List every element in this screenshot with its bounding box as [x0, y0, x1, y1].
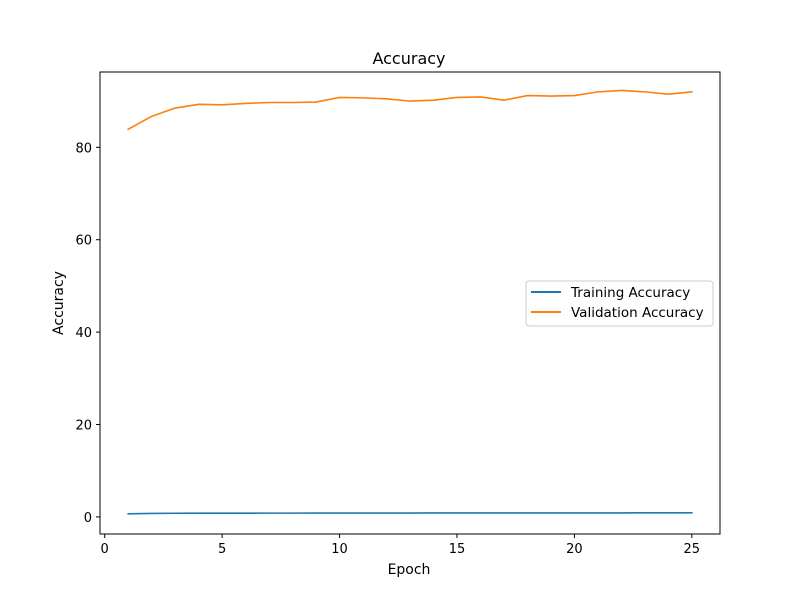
- legend-box: [525, 280, 714, 327]
- x-tick-label: 15: [449, 542, 466, 557]
- legend: Training Accuracy Validation Accuracy: [525, 280, 714, 327]
- x-axis-ticks: 0 5 10 15 20 25: [101, 534, 701, 557]
- plot-lines: [127, 89, 693, 515]
- y-axis-label: Accuracy: [51, 271, 67, 335]
- x-tick-label: 20: [566, 542, 583, 557]
- y-tick-label: 20: [75, 419, 92, 434]
- legend-label-training-accuracy: Training Accuracy: [570, 285, 690, 301]
- x-tick-label: 10: [331, 542, 348, 557]
- x-tick-label: 0: [101, 542, 109, 557]
- chart-title: Accuracy: [372, 49, 445, 68]
- y-axis-ticks: 0 20 40 60 80: [75, 141, 100, 526]
- y-tick-label: 80: [75, 141, 92, 156]
- plot-frame: [99, 71, 721, 535]
- y-tick-label: 0: [84, 511, 92, 526]
- legend-label-validation-accuracy: Validation Accuracy: [571, 305, 704, 321]
- x-tick-label: 25: [684, 542, 701, 557]
- training-accuracy-line: [127, 512, 693, 515]
- x-axis-label: Epoch: [388, 562, 431, 578]
- x-tick-label: 5: [218, 542, 226, 557]
- y-tick-label: 40: [75, 326, 92, 341]
- y-tick-label: 60: [75, 234, 92, 249]
- validation-accuracy-line: [127, 89, 693, 131]
